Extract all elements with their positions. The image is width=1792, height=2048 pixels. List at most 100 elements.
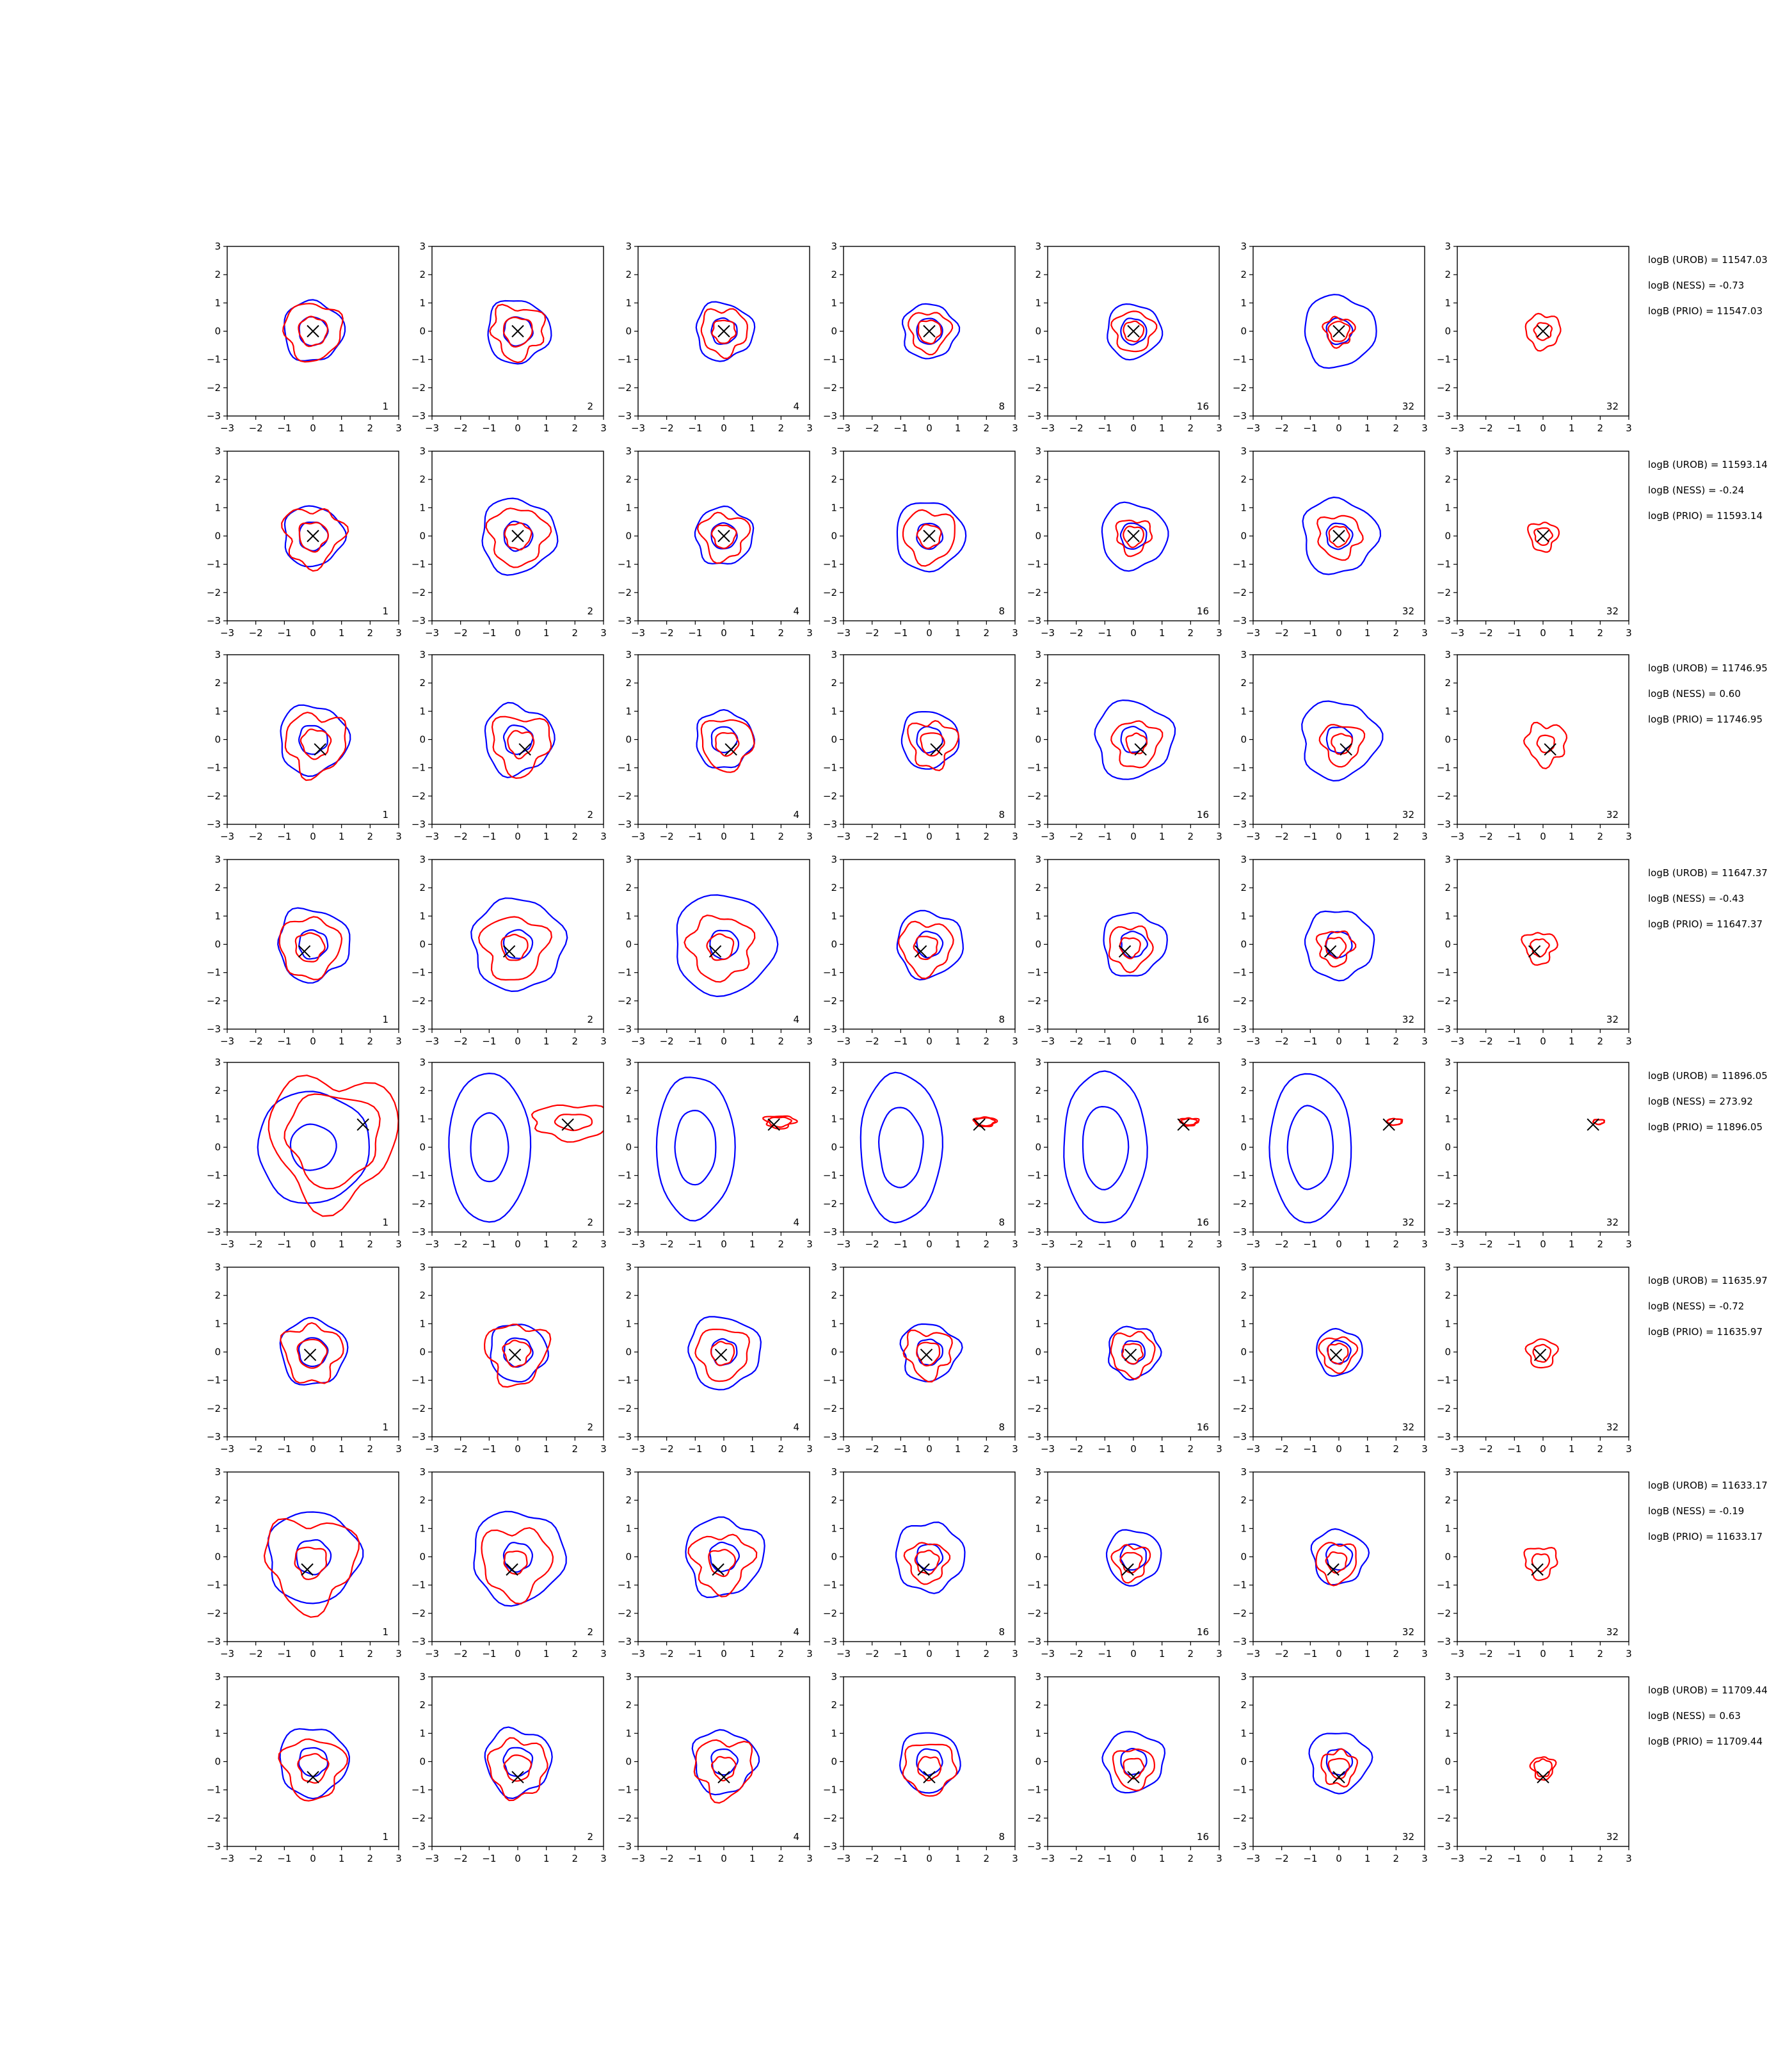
x-tick-label: −2 bbox=[1275, 1853, 1289, 1864]
blue-contour bbox=[298, 1747, 329, 1777]
red-contour bbox=[554, 1114, 593, 1132]
y-tick-label: 1 bbox=[1035, 1523, 1041, 1534]
red-contour bbox=[907, 720, 960, 772]
y-tick-label: −2 bbox=[618, 995, 632, 1007]
y-tick-label: 1 bbox=[1035, 502, 1041, 513]
y-tick-label: 1 bbox=[625, 502, 632, 513]
panel-label: 16 bbox=[1197, 1217, 1209, 1228]
y-tick-label: 3 bbox=[1444, 854, 1451, 865]
y-tick-label: 0 bbox=[214, 1142, 221, 1153]
y-tick-label: 3 bbox=[625, 854, 632, 865]
x-tick-label: 0 bbox=[721, 1648, 727, 1660]
x-tick-label: 0 bbox=[1130, 422, 1137, 434]
x-tick-label: −1 bbox=[893, 1036, 908, 1047]
x-tick-label: 0 bbox=[721, 422, 727, 434]
x-tick-label: 1 bbox=[749, 627, 756, 639]
blue-contour bbox=[710, 1748, 739, 1776]
true-location-marker bbox=[923, 529, 936, 543]
y-tick-label: −3 bbox=[618, 1023, 632, 1035]
axes-frame bbox=[227, 654, 399, 825]
y-tick-label: −2 bbox=[618, 382, 632, 394]
y-tick-label: 0 bbox=[1240, 1551, 1247, 1563]
x-tick-label: −3 bbox=[1246, 422, 1260, 434]
blue-contour bbox=[1304, 910, 1375, 982]
y-tick-label: 3 bbox=[1240, 854, 1247, 865]
x-tick-label: −2 bbox=[249, 422, 263, 434]
x-tick-label: 2 bbox=[1597, 1853, 1604, 1864]
true-location-marker bbox=[1533, 1348, 1547, 1361]
x-tick-label: −2 bbox=[249, 1238, 263, 1250]
x-tick-label: 3 bbox=[1012, 1443, 1018, 1455]
true-location-marker bbox=[1134, 743, 1147, 756]
true-location-marker bbox=[1332, 529, 1345, 543]
x-tick-label: −3 bbox=[836, 831, 851, 842]
y-tick-label: 1 bbox=[214, 502, 221, 513]
y-tick-label: 0 bbox=[214, 1551, 221, 1563]
x-tick-label: −3 bbox=[1450, 1238, 1464, 1250]
y-tick-label: 2 bbox=[419, 677, 426, 689]
x-tick-label: −2 bbox=[1069, 1238, 1084, 1250]
y-tick-label: −2 bbox=[1027, 1403, 1041, 1414]
x-tick-label: 3 bbox=[396, 1036, 402, 1047]
y-tick-label: 0 bbox=[1240, 1756, 1247, 1768]
axes-frame bbox=[1252, 1062, 1425, 1233]
x-tick-label: 1 bbox=[749, 1648, 756, 1660]
y-tick-label: 2 bbox=[214, 677, 221, 689]
y-tick-label: −1 bbox=[1233, 1580, 1247, 1591]
x-tick-label: −3 bbox=[1246, 1853, 1260, 1864]
contour-layer bbox=[899, 1323, 963, 1383]
y-tick-label: −2 bbox=[1027, 382, 1041, 394]
x-tick-label: −3 bbox=[425, 1853, 439, 1864]
y-tick-label: 0 bbox=[419, 1347, 426, 1358]
x-tick-label: −2 bbox=[1275, 831, 1289, 842]
y-tick-label: 3 bbox=[1035, 649, 1041, 660]
x-tick-label: −2 bbox=[454, 1648, 468, 1660]
x-tick-label: 0 bbox=[515, 1238, 521, 1250]
blue-contour bbox=[691, 1729, 760, 1796]
x-tick-label: 2 bbox=[1393, 1036, 1400, 1047]
x-tick-label: −3 bbox=[1041, 627, 1055, 639]
x-tick-label: −3 bbox=[631, 1036, 645, 1047]
x-tick-label: −3 bbox=[220, 627, 234, 639]
blue-contour bbox=[289, 1123, 337, 1171]
x-tick-label: 3 bbox=[1626, 1443, 1632, 1455]
y-tick-label: 2 bbox=[214, 1699, 221, 1711]
x-tick-label: −2 bbox=[454, 422, 468, 434]
red-contour bbox=[1521, 932, 1558, 966]
red-contour bbox=[1322, 316, 1356, 349]
red-contour bbox=[284, 711, 347, 781]
axes-frame bbox=[843, 654, 1016, 825]
y-tick-label: −2 bbox=[1437, 1403, 1451, 1414]
contour-layer bbox=[695, 301, 756, 362]
x-tick-label: 0 bbox=[515, 831, 521, 842]
x-tick-label: 0 bbox=[310, 831, 316, 842]
x-tick-label: −2 bbox=[1479, 1853, 1493, 1864]
y-tick-label: −2 bbox=[1233, 382, 1247, 394]
x-tick-label: 3 bbox=[1626, 1853, 1632, 1864]
x-tick-label: −1 bbox=[482, 1853, 496, 1864]
red-contour bbox=[1524, 312, 1562, 352]
true-location-marker bbox=[1531, 1563, 1544, 1576]
x-tick-label: 3 bbox=[1626, 1238, 1632, 1250]
logb-annotation: logB (PRIO) = 11709.44 bbox=[1648, 1736, 1763, 1747]
panel-r8-c4: −3 −2 −1 0 1 2 3 3 2 1 0 −1 −2 −3 8 bbox=[823, 1671, 1018, 1864]
y-tick-label: 1 bbox=[625, 297, 632, 308]
y-tick-label: 3 bbox=[831, 1466, 837, 1478]
y-tick-label: −2 bbox=[1027, 790, 1041, 802]
x-tick-label: 3 bbox=[806, 1853, 813, 1864]
x-tick-label: −3 bbox=[1041, 1036, 1055, 1047]
y-tick-label: 1 bbox=[419, 1113, 426, 1124]
y-tick-label: 3 bbox=[214, 1671, 221, 1683]
y-tick-label: −2 bbox=[823, 587, 837, 598]
y-tick-label: −2 bbox=[823, 382, 837, 394]
contour-layer bbox=[1304, 910, 1375, 982]
x-tick-label: 1 bbox=[1159, 1853, 1165, 1864]
y-tick-label: 2 bbox=[831, 882, 837, 893]
x-tick-label: −1 bbox=[688, 1648, 702, 1660]
y-tick-label: 0 bbox=[625, 1142, 632, 1153]
logb-annotation: logB (UROB) = 11635.97 bbox=[1648, 1275, 1768, 1286]
x-tick-label: 2 bbox=[1393, 627, 1400, 639]
panel-r5-c5: −3 −2 −1 0 1 2 3 3 2 1 0 −1 −2 −3 16 bbox=[1027, 1057, 1222, 1250]
